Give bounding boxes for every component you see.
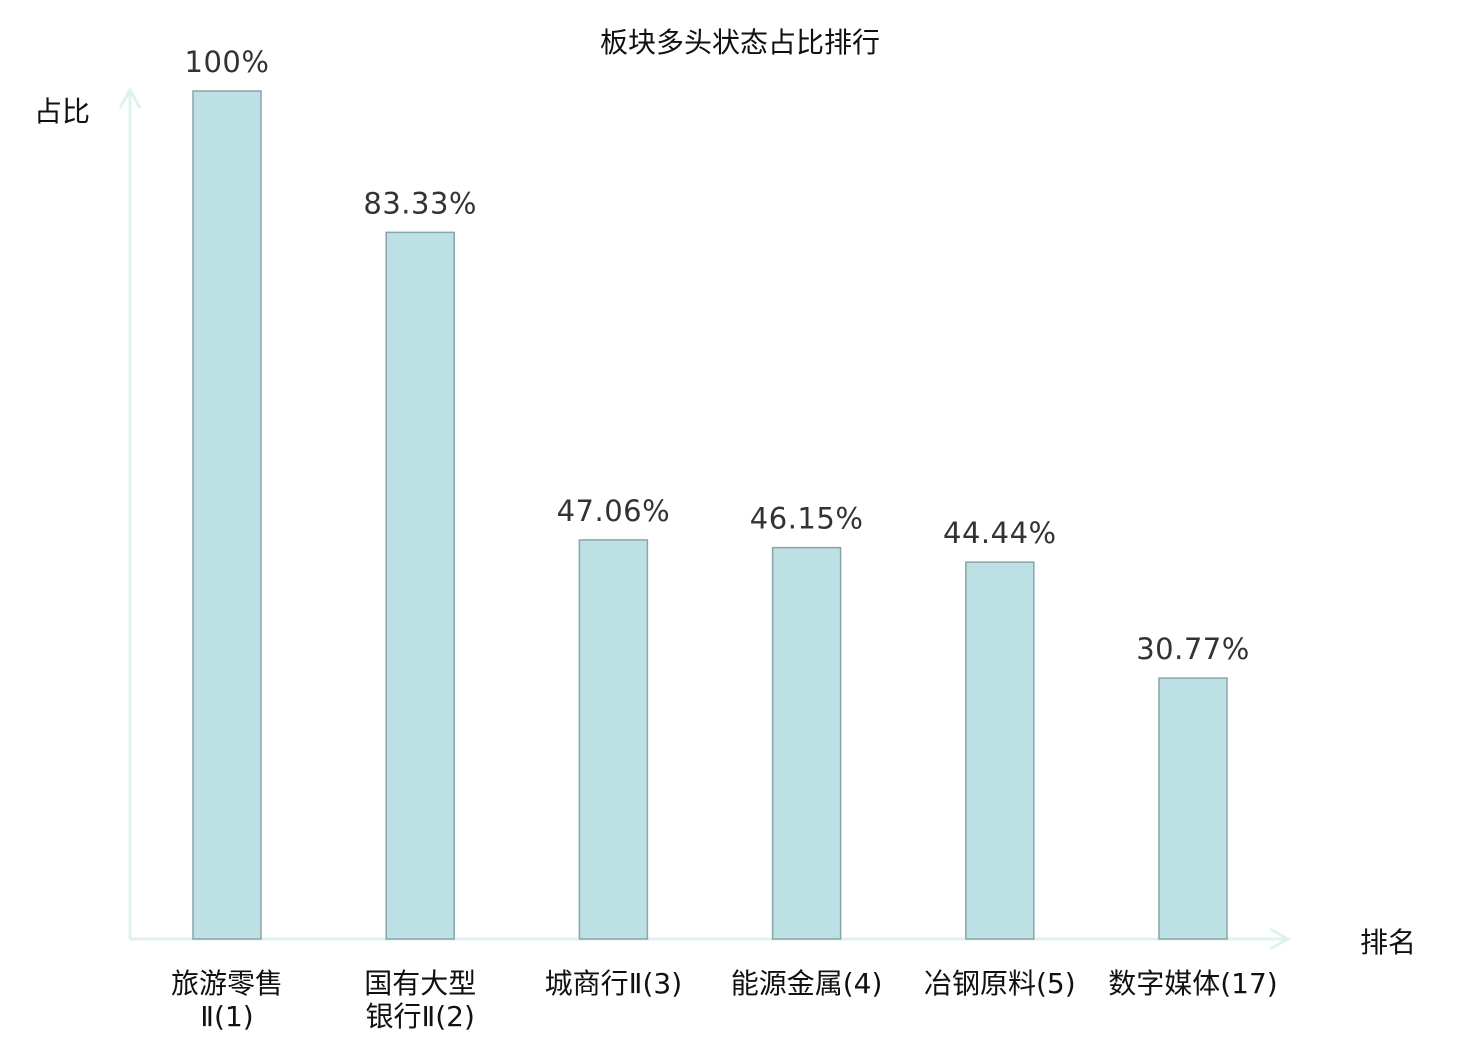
x-tick-label: 国有大型	[364, 967, 476, 1000]
bar-value-label: 100%	[185, 45, 270, 79]
bar	[1158, 677, 1228, 940]
y-axis-arrow-icon	[118, 86, 142, 109]
x-tick-label: 能源金属(4)	[731, 967, 883, 1000]
bar	[192, 90, 262, 940]
y-axis	[118, 86, 142, 939]
bar-value-label: 83.33%	[363, 186, 477, 220]
bar-value-label: 46.15%	[750, 502, 864, 536]
x-axis	[130, 927, 1292, 951]
bar	[771, 546, 842, 940]
x-axis-arrow-icon	[1269, 927, 1292, 951]
x-tick-label: 银行Ⅱ(2)	[365, 1000, 474, 1033]
x-axis-label: 排名	[1360, 926, 1416, 959]
bar	[965, 561, 1035, 940]
x-tick-label: 城商行Ⅱ(3)	[545, 967, 682, 1000]
bar-value-label: 30.77%	[1136, 632, 1250, 666]
bar	[385, 231, 455, 940]
bar-value-label: 47.06%	[557, 494, 671, 528]
x-tick-label: Ⅱ(1)	[200, 1000, 253, 1033]
y-axis-label: 占比	[34, 95, 90, 128]
bar	[578, 539, 649, 940]
chart-title: 板块多头状态占比排行	[600, 26, 880, 59]
bar-value-label: 44.44%	[943, 516, 1057, 550]
x-tick-label: 旅游零售	[171, 967, 283, 1000]
x-tick-label: 数字媒体(17)	[1108, 967, 1277, 1000]
x-tick-label: 冶钢原料(5)	[924, 967, 1076, 1000]
